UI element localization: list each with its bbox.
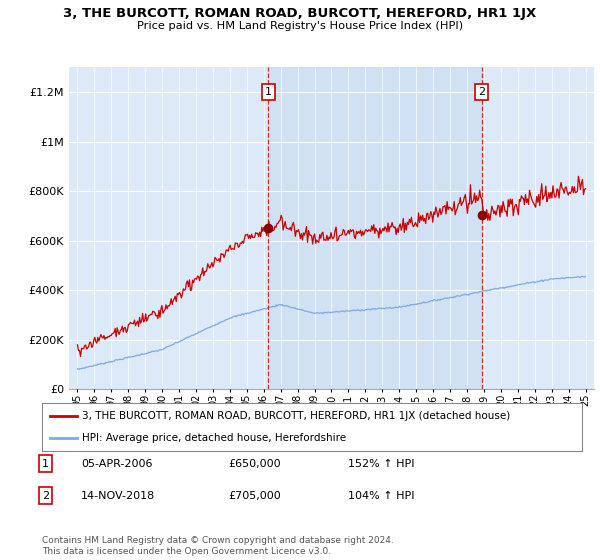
Text: Contains HM Land Registry data © Crown copyright and database right 2024.
This d: Contains HM Land Registry data © Crown c…	[42, 536, 394, 556]
Text: £650,000: £650,000	[228, 459, 281, 469]
Text: HPI: Average price, detached house, Herefordshire: HPI: Average price, detached house, Here…	[83, 433, 347, 444]
Text: 05-APR-2006: 05-APR-2006	[81, 459, 152, 469]
Text: Price paid vs. HM Land Registry's House Price Index (HPI): Price paid vs. HM Land Registry's House …	[137, 21, 463, 31]
Text: 1: 1	[265, 87, 272, 97]
Text: 3, THE BURCOTT, ROMAN ROAD, BURCOTT, HEREFORD, HR1 1JX (detached house): 3, THE BURCOTT, ROMAN ROAD, BURCOTT, HER…	[83, 410, 511, 421]
Text: £705,000: £705,000	[228, 491, 281, 501]
Text: 1: 1	[42, 459, 49, 469]
Text: 152% ↑ HPI: 152% ↑ HPI	[348, 459, 415, 469]
Text: 2: 2	[42, 491, 49, 501]
Text: 3, THE BURCOTT, ROMAN ROAD, BURCOTT, HEREFORD, HR1 1JX: 3, THE BURCOTT, ROMAN ROAD, BURCOTT, HER…	[64, 7, 536, 20]
Text: 104% ↑ HPI: 104% ↑ HPI	[348, 491, 415, 501]
Text: 14-NOV-2018: 14-NOV-2018	[81, 491, 155, 501]
Bar	[268, 67, 482, 389]
Text: 2: 2	[478, 87, 485, 97]
